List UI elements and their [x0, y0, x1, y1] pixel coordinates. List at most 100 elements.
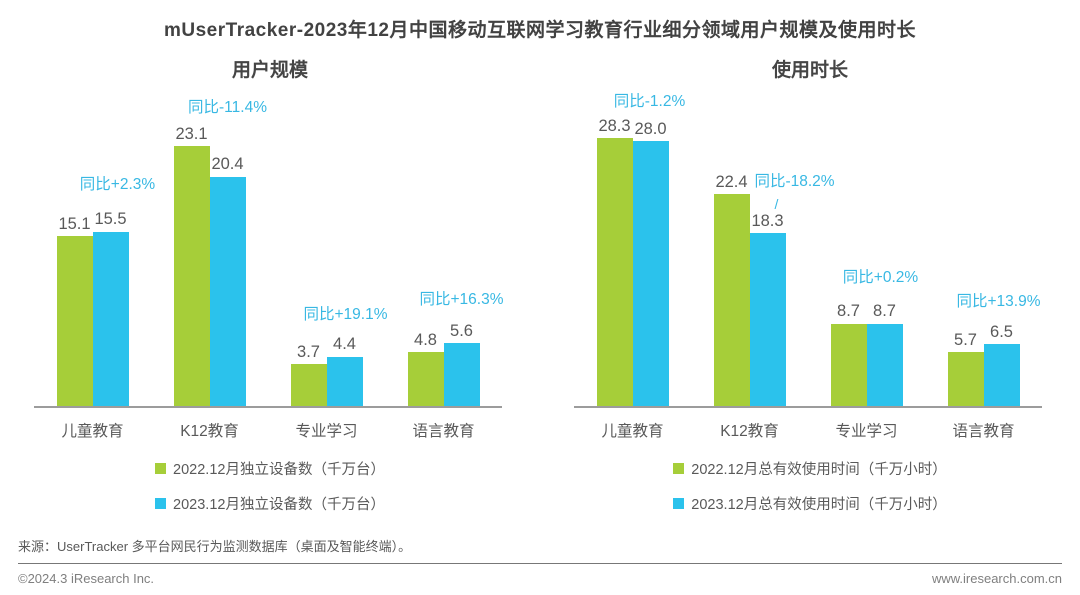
value-label: 20.4 — [211, 155, 244, 174]
bar-slot: 8.7 — [830, 302, 867, 406]
category-label: 儿童教育 — [61, 423, 124, 440]
bar-slot: 15.5 — [92, 210, 129, 406]
value-label: 4.4 — [333, 335, 356, 354]
bar-pair: 3.7 4.4 — [290, 335, 363, 406]
yoy-annotation: 同比+19.1% — [303, 305, 388, 323]
legend-item: 2022.12月总有效使用时间（千万小时） — [673, 458, 947, 479]
value-label: 5.6 — [450, 321, 473, 340]
bar-group: 23.1 20.4 同比-11.4% — [151, 82, 268, 406]
legend-item: 2022.12月独立设备数（千万台） — [155, 458, 385, 479]
user-scale-legend: 2022.12月独立设备数（千万台） 2023.12月独立设备数（千万台） — [18, 458, 522, 514]
value-label: 18.3 — [751, 211, 784, 230]
legend-label: 2022.12月独立设备数（千万台） — [173, 462, 385, 478]
value-label: 15.5 — [94, 210, 127, 229]
page-title: mUserTracker-2023年12月中国移动互联网学习教育行业细分领域用户… — [164, 20, 916, 41]
bar-2023 — [92, 231, 129, 406]
value-label: 22.4 — [715, 172, 748, 191]
bar-pair: 4.8 5.6 — [407, 322, 480, 406]
legend-swatch-2022 — [155, 463, 167, 474]
category-label: 专业学习 — [295, 423, 358, 440]
category-label: K12教育 — [180, 423, 239, 440]
bar-group: 28.3 28.0 同比-1.2% — [574, 82, 691, 406]
bar-slot: 4.4 — [326, 335, 363, 406]
bar-2023 — [443, 343, 480, 406]
value-label: 8.7 — [873, 302, 896, 321]
usage-duration-title: 使用时长 — [771, 60, 848, 81]
bar-slot: 5.6 — [443, 322, 480, 406]
category-label: 语言教育 — [952, 423, 1015, 440]
bar-pair: 23.1 20.4 — [173, 125, 246, 406]
category-label: 语言教育 — [412, 423, 475, 440]
chart-usage-duration: 使用时长 28.3 28.0 同比-1.2% 22.4 18.3 同比-18.2% / 8.7… — [558, 46, 1062, 514]
value-label: 8.7 — [837, 302, 860, 321]
bar-2022 — [56, 236, 93, 406]
bar-pair: 22.4 18.3 — [713, 173, 786, 406]
bar-slot: 5.7 — [947, 331, 984, 406]
value-label: 4.8 — [414, 330, 437, 349]
usage-duration-plot: 28.3 28.0 同比-1.2% 22.4 18.3 同比-18.2% / 8.7 8.7 同比… — [574, 82, 1042, 408]
bar-group: 15.1 15.5 同比+2.3% — [34, 82, 155, 406]
bar-2022 — [947, 352, 984, 406]
user-scale-plot: 15.1 15.5 同比+2.3% 23.1 20.4 同比-11.4% 3.7 4.4 同比+… — [34, 82, 504, 408]
category-label: 儿童教育 — [601, 423, 664, 440]
bar-2023 — [209, 176, 246, 406]
yoy-annotation: 同比-18.2% — [754, 173, 835, 191]
chart-user-scale: 用户规模 15.1 15.5 同比+2.3% 23.1 20.4 同比-11.4% 3.7 4… — [18, 46, 522, 514]
bar-2022 — [596, 137, 633, 406]
bar-2023 — [983, 344, 1020, 406]
bar-slot: 8.7 — [866, 302, 903, 406]
bar-group: 3.7 4.4 同比+19.1% — [268, 82, 388, 406]
bar-slot: 28.0 — [632, 120, 669, 406]
charts-row: 用户规模 15.1 15.5 同比+2.3% 23.1 20.4 同比-11.4% 3.7 4… — [0, 46, 1080, 514]
yoy-annotation: 同比+16.3% — [419, 291, 504, 309]
value-label: 28.3 — [598, 116, 631, 135]
bar-pair: 8.7 8.7 — [830, 302, 903, 406]
value-label: 23.1 — [175, 124, 208, 143]
bar-2022 — [713, 193, 750, 406]
bar-pair: 5.7 6.5 — [947, 323, 1020, 406]
footer-bar: ©2024.3 iResearch Inc. www.iresearch.com… — [18, 563, 1062, 586]
category-label: 专业学习 — [835, 423, 898, 440]
bar-pair: 28.3 28.0 — [596, 117, 669, 406]
bar-slot: 18.3 — [749, 212, 786, 406]
bar-slot: 28.3 — [596, 117, 633, 406]
yoy-annotation: 同比+0.2% — [842, 269, 919, 286]
yoy-annotation: 同比+13.9% — [956, 292, 1041, 310]
bar-slot: 22.4 — [713, 173, 750, 406]
bar-2022 — [290, 364, 327, 406]
usage-duration-category-axis: 儿童教育 K12教育 专业学习 语言教育 — [574, 408, 1042, 441]
legend-swatch-2023 — [673, 498, 685, 509]
value-label: 28.0 — [634, 119, 667, 138]
value-label: 5.7 — [954, 330, 977, 349]
bar-2022 — [830, 323, 867, 406]
copyright-text: ©2024.3 iResearch Inc. — [18, 571, 155, 586]
yoy-annotation: 同比-11.4% — [188, 98, 267, 116]
usage-duration-legend: 2022.12月总有效使用时间（千万小时） 2023.12月总有效使用时间（千万小… — [558, 458, 1062, 514]
user-scale-title: 用户规模 — [231, 60, 308, 81]
bar-group: 5.7 6.5 同比+13.9% — [925, 82, 1042, 406]
legend-swatch-2023 — [155, 498, 167, 509]
bar-2023 — [326, 356, 363, 406]
legend-label: 2023.12月总有效使用时间（千万小时） — [691, 497, 947, 513]
legend-item: 2023.12月独立设备数（千万台） — [155, 493, 385, 514]
value-label: 15.1 — [58, 214, 91, 233]
yoy-annotation: 同比+2.3% — [79, 176, 156, 194]
website-url: www.iresearch.com.cn — [931, 571, 1062, 586]
legend-label: 2022.12月总有效使用时间（千万小时） — [691, 462, 947, 478]
bar-group: 8.7 8.7 同比+0.2% — [808, 82, 925, 406]
yoy-annotation: 同比-1.2% — [613, 93, 686, 111]
annotation-leader-line: / — [774, 195, 779, 212]
value-label: 3.7 — [297, 343, 320, 362]
bar-2023 — [866, 323, 903, 406]
bar-2023 — [749, 232, 786, 406]
bar-slot: 4.8 — [407, 331, 444, 406]
bar-slot: 3.7 — [290, 343, 327, 406]
category-label: K12教育 — [720, 423, 779, 440]
legend-label: 2023.12月独立设备数（千万台） — [173, 497, 385, 513]
bar-pair: 15.1 15.5 — [56, 210, 129, 406]
legend-swatch-2022 — [673, 463, 685, 474]
bar-group: 4.8 5.6 同比+16.3% — [385, 82, 504, 406]
user-scale-category-axis: 儿童教育 K12教育 专业学习 语言教育 — [34, 408, 502, 441]
value-label: 6.5 — [990, 323, 1013, 342]
